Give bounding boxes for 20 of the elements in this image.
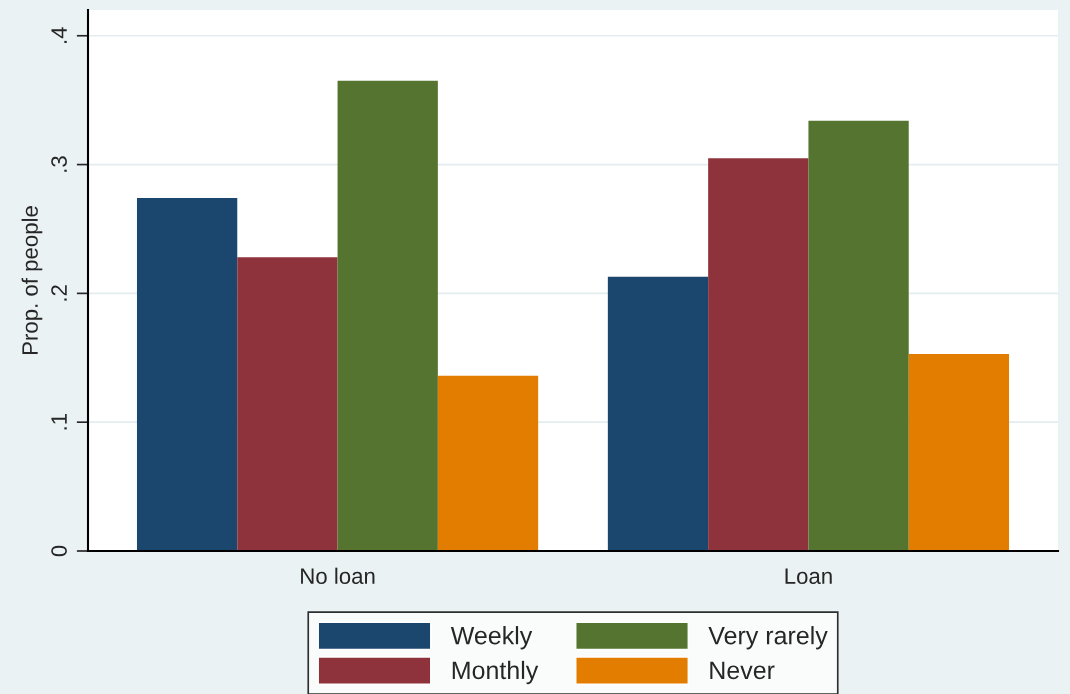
bar <box>337 80 438 551</box>
y-axis-title: Prop. of people <box>21 206 43 355</box>
x-tick-label: Loan <box>785 568 832 584</box>
x-tick-label: No loan <box>301 567 375 584</box>
bar <box>237 257 338 551</box>
bar <box>708 158 809 551</box>
y-tick-label: .3 <box>51 156 67 172</box>
bar <box>136 198 238 551</box>
bar <box>437 375 539 551</box>
y-tick-label: .2 <box>51 285 67 301</box>
legend-label: Monthly <box>452 660 539 685</box>
y-tick-label: 0 <box>51 545 67 557</box>
legend-label: Very rarely <box>708 626 828 650</box>
legend-label: Never <box>710 661 775 680</box>
bar <box>908 353 1010 551</box>
y-tick-label: .1 <box>51 414 67 430</box>
bar <box>808 120 909 551</box>
legend-label: Weekly <box>450 626 533 650</box>
y-tick-label: .4 <box>51 27 67 43</box>
bar <box>607 276 709 551</box>
